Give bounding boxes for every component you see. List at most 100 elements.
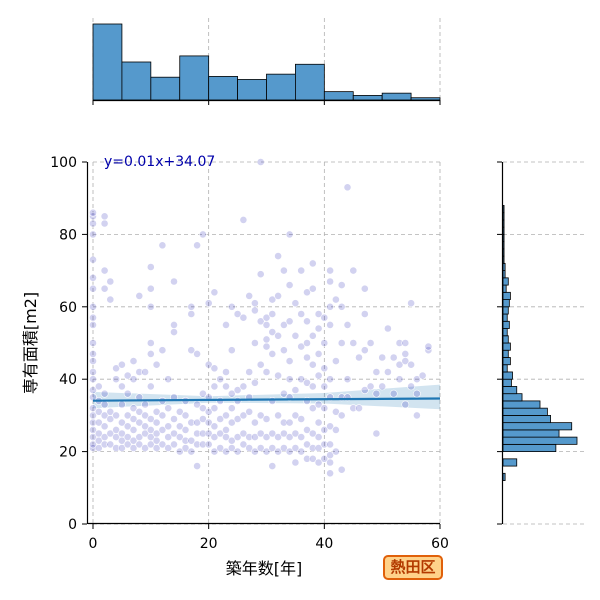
scatter-point xyxy=(326,440,334,449)
right-histogram-bar xyxy=(502,241,505,250)
right-histogram-bar xyxy=(502,205,505,214)
scatter-point xyxy=(233,447,242,456)
scatter-point xyxy=(274,433,282,441)
scatter-point xyxy=(187,447,196,456)
scatter-point xyxy=(233,433,242,441)
scatter-point xyxy=(141,368,149,376)
scatter-point xyxy=(285,418,294,427)
scatter-point xyxy=(308,444,317,452)
scatter-point xyxy=(308,259,317,268)
scatter-point xyxy=(303,440,311,449)
scatter-point xyxy=(100,433,109,441)
scatter-point xyxy=(239,382,248,391)
scatter-point xyxy=(268,295,277,304)
scatter-point xyxy=(401,349,410,358)
scatter-point xyxy=(135,433,144,441)
scatter-point xyxy=(146,339,155,347)
scatter-point xyxy=(204,360,213,369)
scatter-point xyxy=(204,299,213,308)
scatter-point xyxy=(227,302,236,311)
scatter-panel: y=0.01x+34.07 0 20 40 60 0 20 40 60 80 100 築年数[年… xyxy=(21,154,449,578)
scatter-point xyxy=(297,433,306,441)
scatter-point xyxy=(210,422,219,431)
scatter-point xyxy=(106,440,115,449)
scatter-point xyxy=(279,389,288,398)
scatter-point xyxy=(256,158,265,166)
scatter-point xyxy=(268,310,277,318)
scatter-point xyxy=(279,346,288,355)
scatter-point xyxy=(222,368,230,376)
scatter-point xyxy=(129,425,138,434)
scatter-point xyxy=(314,418,323,427)
scatter-point xyxy=(285,357,294,365)
right-histogram-bar xyxy=(502,313,508,322)
top-histogram-bar xyxy=(295,63,325,101)
top-histogram-bar xyxy=(410,97,441,101)
scatter-point xyxy=(401,339,410,347)
scatter-point xyxy=(256,270,265,279)
scatter-point xyxy=(187,346,196,355)
scatter-point xyxy=(245,433,254,441)
scatter-point xyxy=(320,425,329,434)
ward-badge: 熱田区 xyxy=(383,555,443,580)
scatter-point xyxy=(216,375,225,384)
scatter-point xyxy=(378,382,387,391)
scatter-point xyxy=(100,212,109,221)
scatter-point xyxy=(250,299,259,308)
scatter-point xyxy=(198,415,207,423)
scatter-point xyxy=(331,447,340,456)
scatter-point xyxy=(94,418,103,427)
scatter-point xyxy=(343,320,352,329)
y-tick-label: 80 xyxy=(59,227,77,243)
scatter-point xyxy=(123,389,132,398)
top-histogram-bar xyxy=(121,61,152,101)
scatter-point xyxy=(412,411,421,420)
scatter-point xyxy=(407,382,415,391)
right-histogram-bar xyxy=(502,422,573,431)
scatter-point xyxy=(268,429,277,438)
scatter-point xyxy=(112,444,120,452)
scatter-point xyxy=(204,440,213,449)
scatter-point xyxy=(279,429,288,438)
top-histogram-bar xyxy=(208,76,238,101)
scatter-point xyxy=(193,462,201,470)
scatter-point xyxy=(331,357,340,365)
top-histogram-bars xyxy=(92,23,441,101)
scatter-point xyxy=(89,404,97,413)
scatter-point xyxy=(175,447,184,456)
x-tick-label: 0 xyxy=(89,536,98,552)
right-histogram-bar xyxy=(502,270,506,279)
right-histogram-bar xyxy=(502,472,506,481)
right-histogram-bar xyxy=(502,328,508,337)
scatter-point xyxy=(158,346,167,355)
scatter-point xyxy=(158,411,167,420)
scatter-point xyxy=(210,364,219,373)
x-axis-title: 築年数[年] xyxy=(226,559,303,578)
right-histogram-bar xyxy=(502,306,509,315)
scatter-point xyxy=(326,277,334,286)
scatter-point xyxy=(279,266,288,275)
scatter-point xyxy=(89,284,97,293)
scatter-point xyxy=(239,313,248,322)
scatter-point xyxy=(158,425,167,434)
right-histogram xyxy=(497,161,585,525)
right-histogram-bar xyxy=(502,284,507,293)
scatter-point xyxy=(164,375,173,384)
right-histogram-bar xyxy=(502,436,578,445)
scatter-point xyxy=(407,360,415,369)
scatter-point xyxy=(326,266,334,275)
scatter-points xyxy=(89,158,433,478)
main-grid xyxy=(92,161,441,525)
scatter-point xyxy=(123,433,132,441)
scatter-point xyxy=(227,346,236,355)
scatter-point xyxy=(112,375,120,384)
scatter-point xyxy=(291,458,300,467)
scatter-point xyxy=(187,418,196,427)
top-histogram-bar xyxy=(352,95,383,101)
scatter-point xyxy=(129,404,138,413)
scatter-point xyxy=(349,339,358,347)
scatter-point xyxy=(360,284,369,293)
scatter-point xyxy=(227,389,236,398)
y-tick-label: 100 xyxy=(50,155,77,171)
scatter-point xyxy=(326,458,334,467)
